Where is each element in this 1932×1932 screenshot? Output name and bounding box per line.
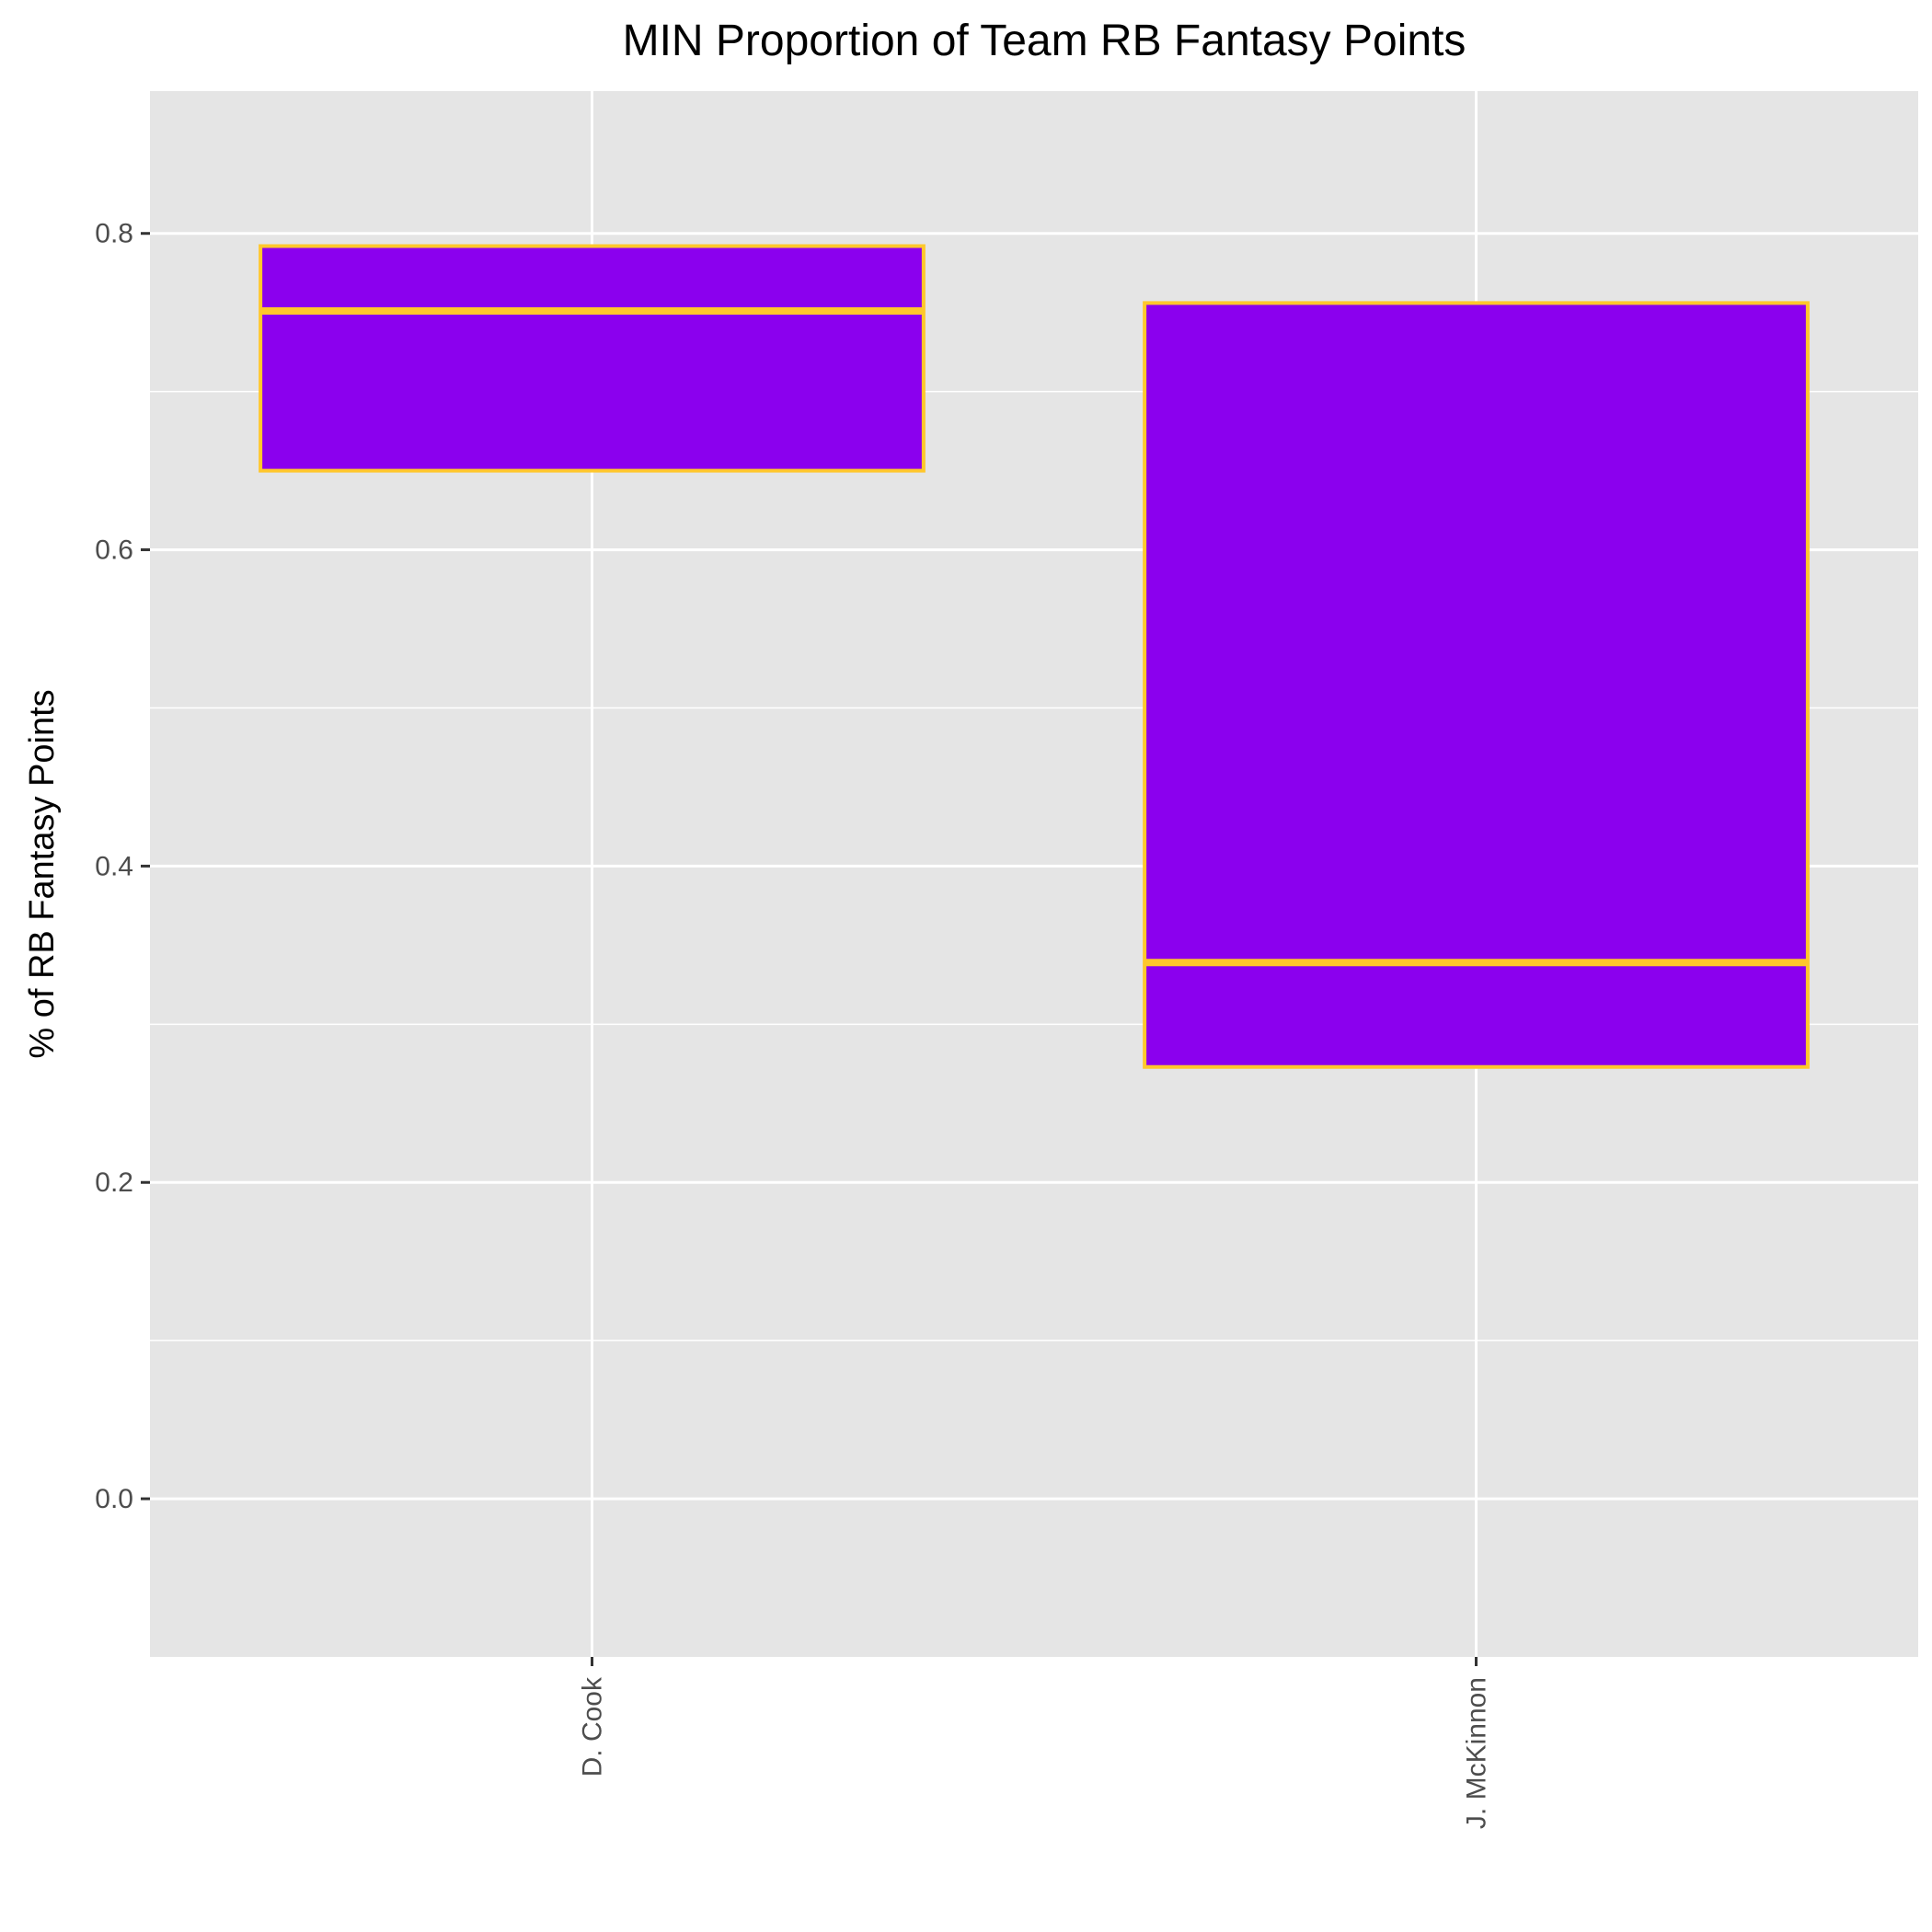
boxes	[259, 244, 1810, 1069]
y-tick-label: 0.6	[95, 535, 133, 566]
y-axis-title: % of RB Fantasy Points	[23, 689, 62, 1058]
y-tick-label: 0.4	[95, 851, 133, 881]
y-tick-label: 0.2	[95, 1167, 133, 1198]
y-tick-label: 0.0	[95, 1484, 133, 1514]
x-axis: D. Cook J. McKinnon	[578, 1657, 1492, 1829]
box-0	[259, 244, 926, 473]
x-tick-label: J. McKinnon	[1462, 1677, 1492, 1829]
x-tick-label: D. Cook	[578, 1676, 608, 1777]
box-1	[1143, 301, 1810, 1069]
y-tick-label: 0.8	[95, 219, 133, 249]
chart-title: MIN Proportion of Team RB Fantasy Points	[623, 17, 1466, 65]
y-axis: 0.0 0.2 0.4 0.6 0.8	[95, 219, 150, 1514]
